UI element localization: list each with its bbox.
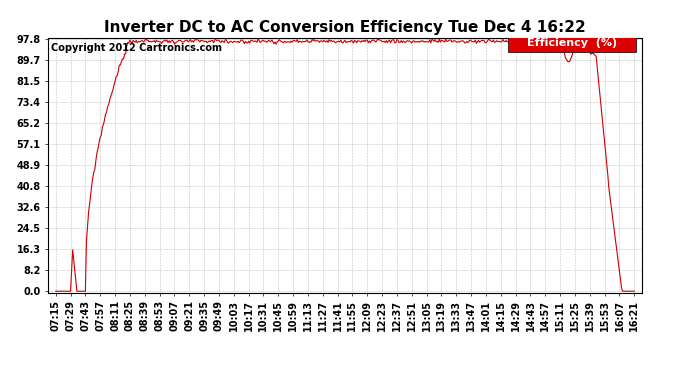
Text: Copyright 2012 Cartronics.com: Copyright 2012 Cartronics.com — [51, 43, 222, 52]
Title: Inverter DC to AC Conversion Efficiency Tue Dec 4 16:22: Inverter DC to AC Conversion Efficiency … — [104, 20, 586, 35]
FancyBboxPatch shape — [509, 34, 635, 51]
Text: Efficiency  (%): Efficiency (%) — [527, 38, 617, 48]
